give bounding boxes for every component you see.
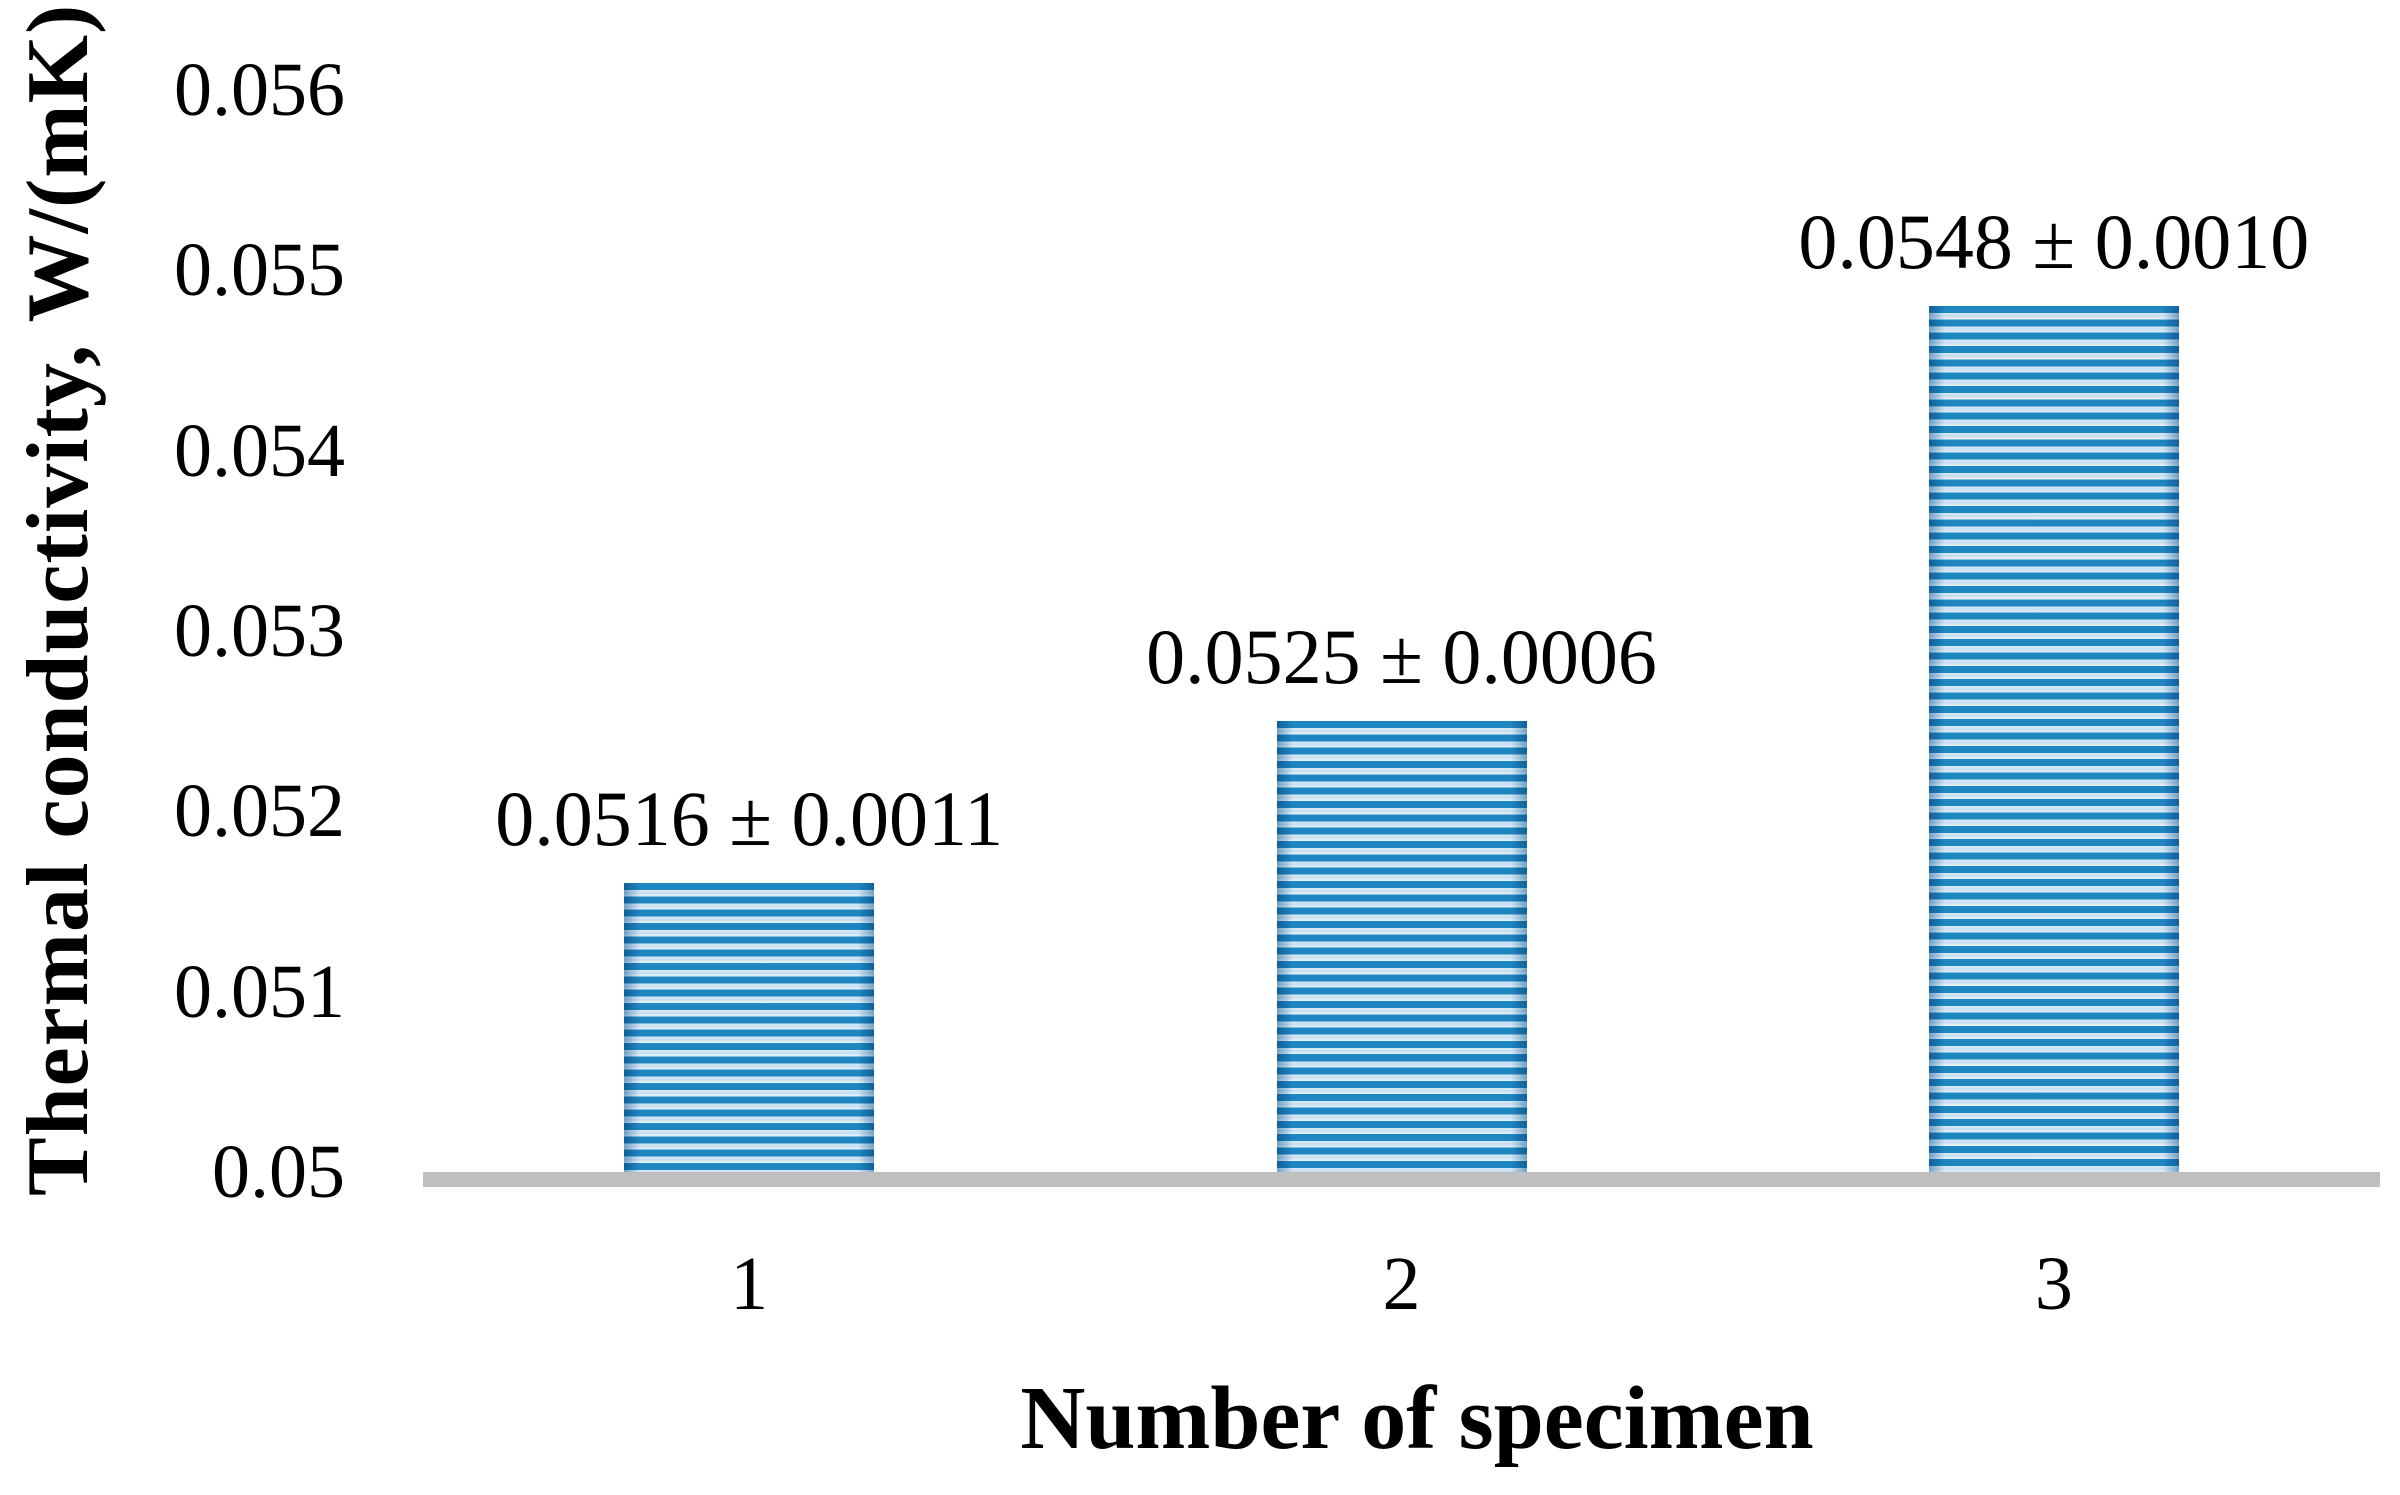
x-axis-title: Number of specimen	[1020, 1369, 1814, 1468]
y-tick-label: 0.053	[174, 589, 345, 673]
y-tick-label: 0.055	[174, 228, 345, 313]
bar-specimen-1	[624, 883, 875, 1172]
bar-value-label-3: 0.0548 ± 0.0010	[1798, 198, 2310, 286]
y-tick-label: 0.051	[174, 949, 345, 1034]
bar-specimen-2	[1276, 721, 1527, 1172]
y-tick-label: 0.054	[174, 408, 345, 493]
y-tick-label: 0.052	[174, 769, 345, 854]
bar-specimen-3	[1928, 306, 2179, 1172]
x-tick-label-1: 1	[730, 1242, 769, 1326]
x-axis-line	[423, 1172, 2380, 1187]
bar-value-label-2: 0.0525 ± 0.0006	[1146, 613, 1657, 701]
y-tick-label: 0.056	[174, 48, 345, 132]
x-tick-label-2: 2	[1382, 1242, 1421, 1326]
y-tick-label: 0.05	[212, 1130, 345, 1214]
bar-value-label-1: 0.0516 ± 0.0011	[495, 775, 1004, 863]
x-tick-label-3: 3	[2034, 1242, 2073, 1326]
plot-area: 0.0516 ± 0.0011 0.0525 ± 0.0006 0.0548 ±…	[423, 90, 2380, 1172]
